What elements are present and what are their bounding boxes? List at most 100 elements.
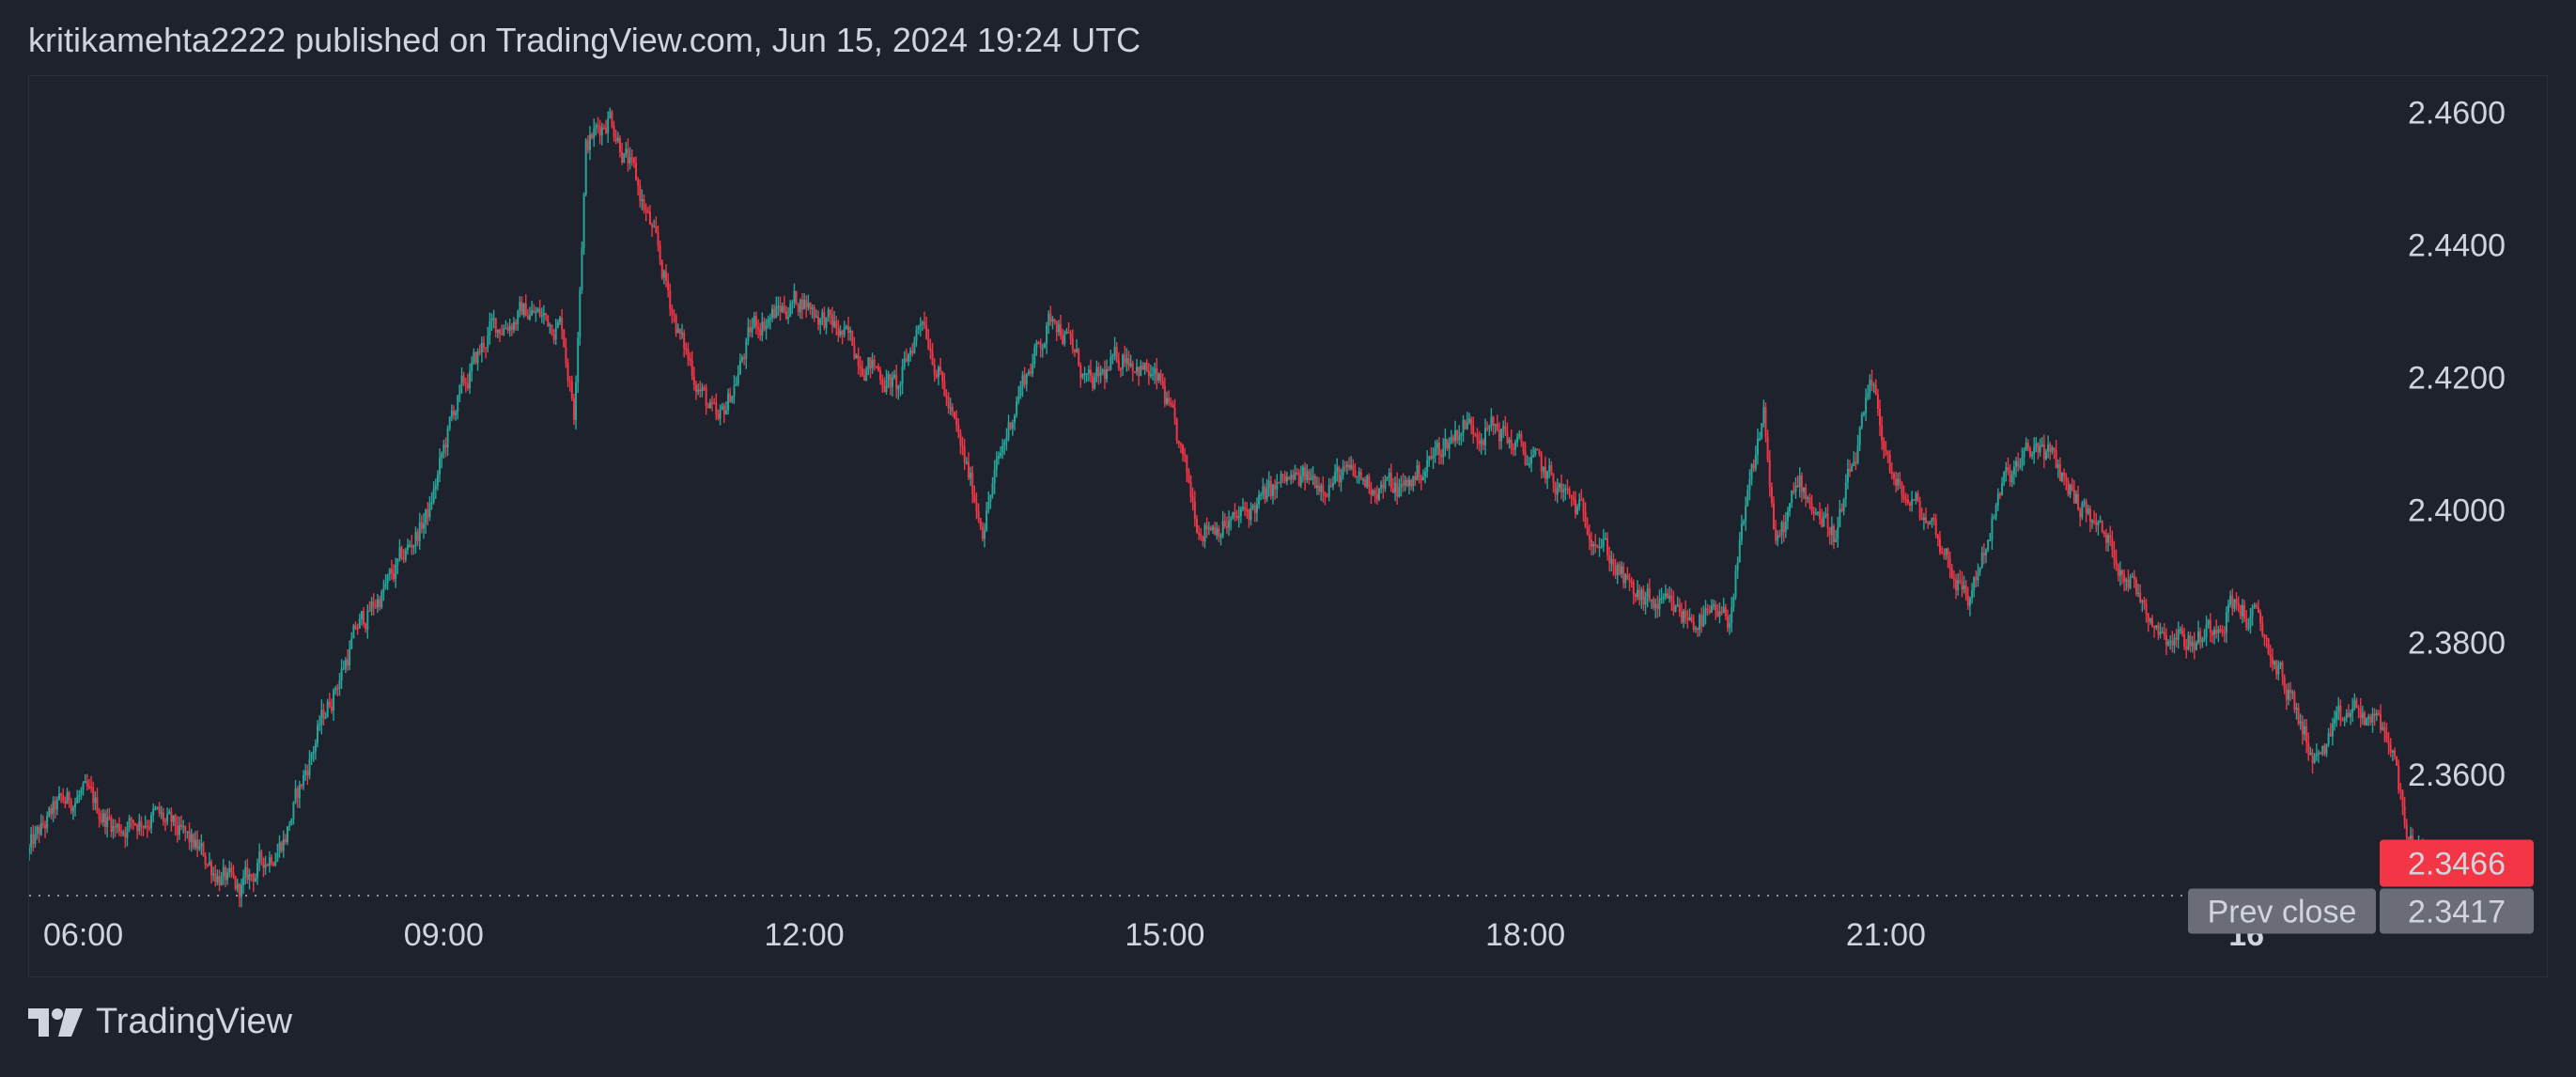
time-tick-label: 06:00 — [43, 917, 123, 953]
candle-body — [254, 878, 256, 882]
candle-body — [312, 751, 315, 754]
candle-body — [1366, 476, 1369, 487]
candle-body — [262, 857, 265, 868]
candle-body — [853, 345, 856, 359]
candle-body — [2227, 604, 2230, 613]
candle-body — [427, 508, 429, 518]
candle-body — [1713, 604, 1715, 606]
candle-body — [929, 348, 932, 352]
candlestick-chart[interactable]: 2.4600 2.4400 2.4200 2.4000 2.3800 2.3600 06:… — [29, 76, 2547, 976]
candle-body — [326, 701, 329, 717]
candle-body — [1592, 544, 1595, 547]
candle-body — [1046, 325, 1048, 344]
time-tick-label: 12:00 — [765, 917, 845, 953]
candle-body — [1532, 455, 1535, 458]
candle-body — [1634, 594, 1637, 597]
candle-body — [192, 834, 194, 848]
candle-body — [1301, 466, 1304, 476]
candle-body — [1076, 349, 1079, 352]
candle-body — [616, 137, 619, 142]
candle-body — [1484, 428, 1487, 445]
candle-body — [727, 393, 730, 411]
candle-body — [365, 623, 367, 630]
candle-body — [1216, 528, 1218, 536]
candle-body — [452, 411, 455, 415]
candle-body — [234, 876, 237, 889]
candle-body — [613, 126, 615, 138]
candle-body — [1890, 472, 1893, 475]
candle-body — [287, 826, 289, 843]
candle-body — [1267, 480, 1270, 489]
tradingview-branding[interactable]: TradingView — [28, 1002, 292, 1042]
price-axis[interactable]: 2.4600 2.4400 2.4200 2.4000 2.3800 2.3600 — [2408, 96, 2506, 793]
candle-body — [1752, 464, 1755, 469]
candle-body — [489, 320, 491, 336]
candle-body — [2137, 592, 2140, 595]
candle-body — [1053, 319, 1056, 322]
candle-body — [2281, 662, 2284, 678]
candle-body — [94, 797, 97, 804]
candle-body — [1618, 564, 1621, 574]
candle-body — [1051, 319, 1054, 321]
candle-body — [1885, 449, 1887, 451]
prev-close-price-value: 2.3417 — [2408, 895, 2506, 930]
candle-body — [1166, 398, 1169, 404]
candle-body — [591, 134, 594, 138]
candle-body — [1209, 527, 1212, 531]
candle-body — [178, 824, 180, 835]
candle-body — [126, 826, 129, 838]
candle-body — [1830, 525, 1833, 536]
candle-body — [1065, 332, 1068, 335]
candle-body — [1915, 492, 1917, 501]
candle-body — [526, 316, 529, 320]
candle-body — [224, 866, 226, 881]
candle-body — [2175, 637, 2178, 640]
candle-body — [2179, 629, 2181, 631]
candle-body — [1405, 479, 1408, 487]
candle-body — [1025, 373, 1028, 385]
candle-body — [354, 625, 357, 629]
candle-body — [2337, 706, 2340, 712]
candle-body — [1858, 427, 1861, 445]
candle-body — [1913, 499, 1916, 501]
candle-body — [202, 843, 205, 856]
candle-body — [554, 327, 557, 340]
candle-body — [1494, 424, 1497, 427]
candle-body — [1041, 348, 1044, 350]
candle-body — [2287, 690, 2289, 700]
candle-body — [1214, 526, 1217, 536]
candle-body — [2263, 633, 2266, 638]
time-axis[interactable]: 06:00 09:00 12:00 15:00 18:00 21:00 16 — [43, 917, 2264, 953]
candle-body — [2041, 444, 2043, 446]
candle-body — [1552, 474, 1555, 483]
prev-close-badge: Prev close 2.3417 — [2188, 888, 2534, 934]
candle-body — [117, 824, 120, 832]
candle-body — [535, 312, 537, 314]
candle-body — [434, 486, 437, 490]
candle-body — [346, 659, 349, 665]
candle-body — [110, 817, 113, 832]
candle-body — [915, 329, 918, 341]
chart-panel[interactable]: 2.4600 2.4400 2.4200 2.4000 2.3800 2.3600 06:… — [28, 75, 2548, 977]
candle-body — [2229, 595, 2232, 605]
candle-body — [2129, 577, 2132, 588]
candle-body — [2033, 446, 2036, 455]
candle-body — [536, 308, 539, 313]
candle-body — [697, 389, 700, 392]
candle-body — [2253, 605, 2256, 608]
candle-body — [1269, 480, 1272, 496]
candle-body — [1784, 521, 1787, 533]
candle-body — [1975, 577, 1978, 581]
candle-body — [903, 358, 906, 367]
candle-body — [643, 199, 645, 210]
last-price-badge: 2.3466 — [2380, 839, 2534, 887]
candle-body — [2117, 565, 2119, 576]
candle-body — [1140, 366, 1142, 377]
candle-body — [545, 313, 548, 316]
candle-body — [2207, 619, 2210, 625]
candle-body — [2313, 756, 2316, 763]
candle-body — [1097, 367, 1100, 377]
candle-body — [1950, 568, 1953, 578]
candle-body — [220, 876, 223, 886]
candle-body — [1260, 494, 1263, 496]
